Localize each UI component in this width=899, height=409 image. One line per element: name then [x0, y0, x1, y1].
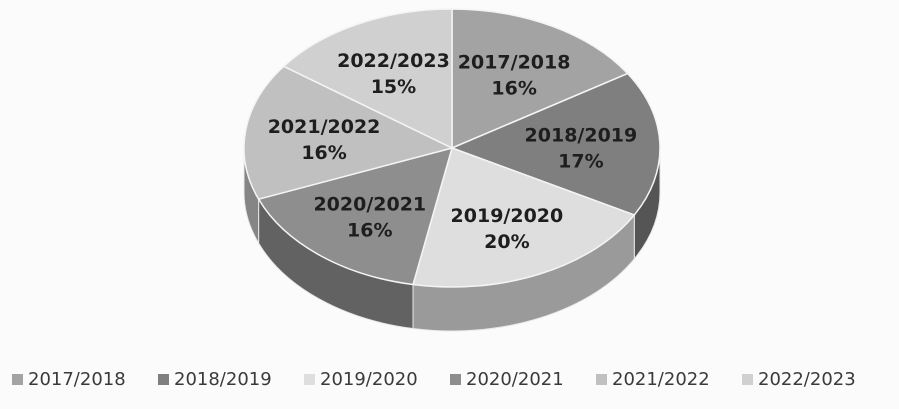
slice-label-percent-2019-2020: 20% [484, 231, 529, 253]
slice-label-category-2018-2019: 2018/2019 [525, 124, 638, 146]
pie-slice-2020-2021 [257, 146, 454, 286]
pie-slice-2022-2023 [282, 8, 453, 150]
slice-label-percent-2021-2022: 16% [301, 142, 346, 164]
legend: 2017/2018 2018/2019 2019/2020 2020/2021 2021… [12, 369, 856, 390]
pie-slice-2017-2018 [451, 8, 629, 150]
legend-label-2020-2021: 2020/2021 [466, 369, 564, 390]
pie-slice-2018-2019 [449, 72, 661, 216]
slice-label-percent-2020-2021: 16% [347, 219, 392, 241]
legend-label-2018-2019: 2018/2019 [174, 369, 272, 390]
slice-label-category-2020-2021: 2020/2021 [313, 193, 426, 215]
legend-swatch-2019-2020 [304, 374, 315, 385]
slice-label-category-2017-2018: 2017/2018 [458, 51, 571, 73]
slice-label-percent-2022-2023: 15% [371, 76, 416, 98]
legend-swatch-2022-2023 [742, 374, 753, 385]
pie-slice-2019-2020 [412, 147, 636, 288]
slice-labels: 2017/2018 16% 2018/2019 17% 2019/2020 20% 2020… [268, 50, 638, 253]
legend-swatch-2020-2021 [450, 374, 461, 385]
slice-label-percent-2017-2018: 16% [491, 77, 536, 99]
slice-label-percent-2018-2019: 17% [558, 150, 603, 172]
slice-label-category-2021-2022: 2021/2022 [268, 116, 381, 138]
legend-label-2019-2020: 2019/2020 [320, 369, 418, 390]
slice-label-category-2022-2023: 2022/2023 [337, 50, 450, 72]
legend-swatch-2018-2019 [158, 374, 169, 385]
legend-label-2021-2022: 2021/2022 [612, 369, 710, 390]
legend-swatch-2021-2022 [596, 374, 607, 385]
slice-label-category-2019-2020: 2019/2020 [451, 205, 564, 227]
pie-slices [243, 8, 661, 288]
legend-label-2017-2018: 2017/2018 [28, 369, 126, 390]
pie-slice-2021-2022 [243, 65, 455, 201]
legend-swatch-2017-2018 [12, 374, 23, 385]
legend-label-2022-2023: 2022/2023 [758, 369, 856, 390]
